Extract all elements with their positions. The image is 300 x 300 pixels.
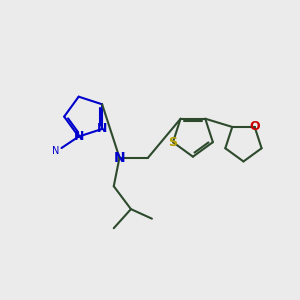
Text: S: S xyxy=(169,136,178,149)
Text: N: N xyxy=(52,146,59,156)
Text: N: N xyxy=(97,122,107,136)
Text: N: N xyxy=(114,151,125,165)
Text: O: O xyxy=(249,120,260,134)
Text: N: N xyxy=(74,130,84,143)
